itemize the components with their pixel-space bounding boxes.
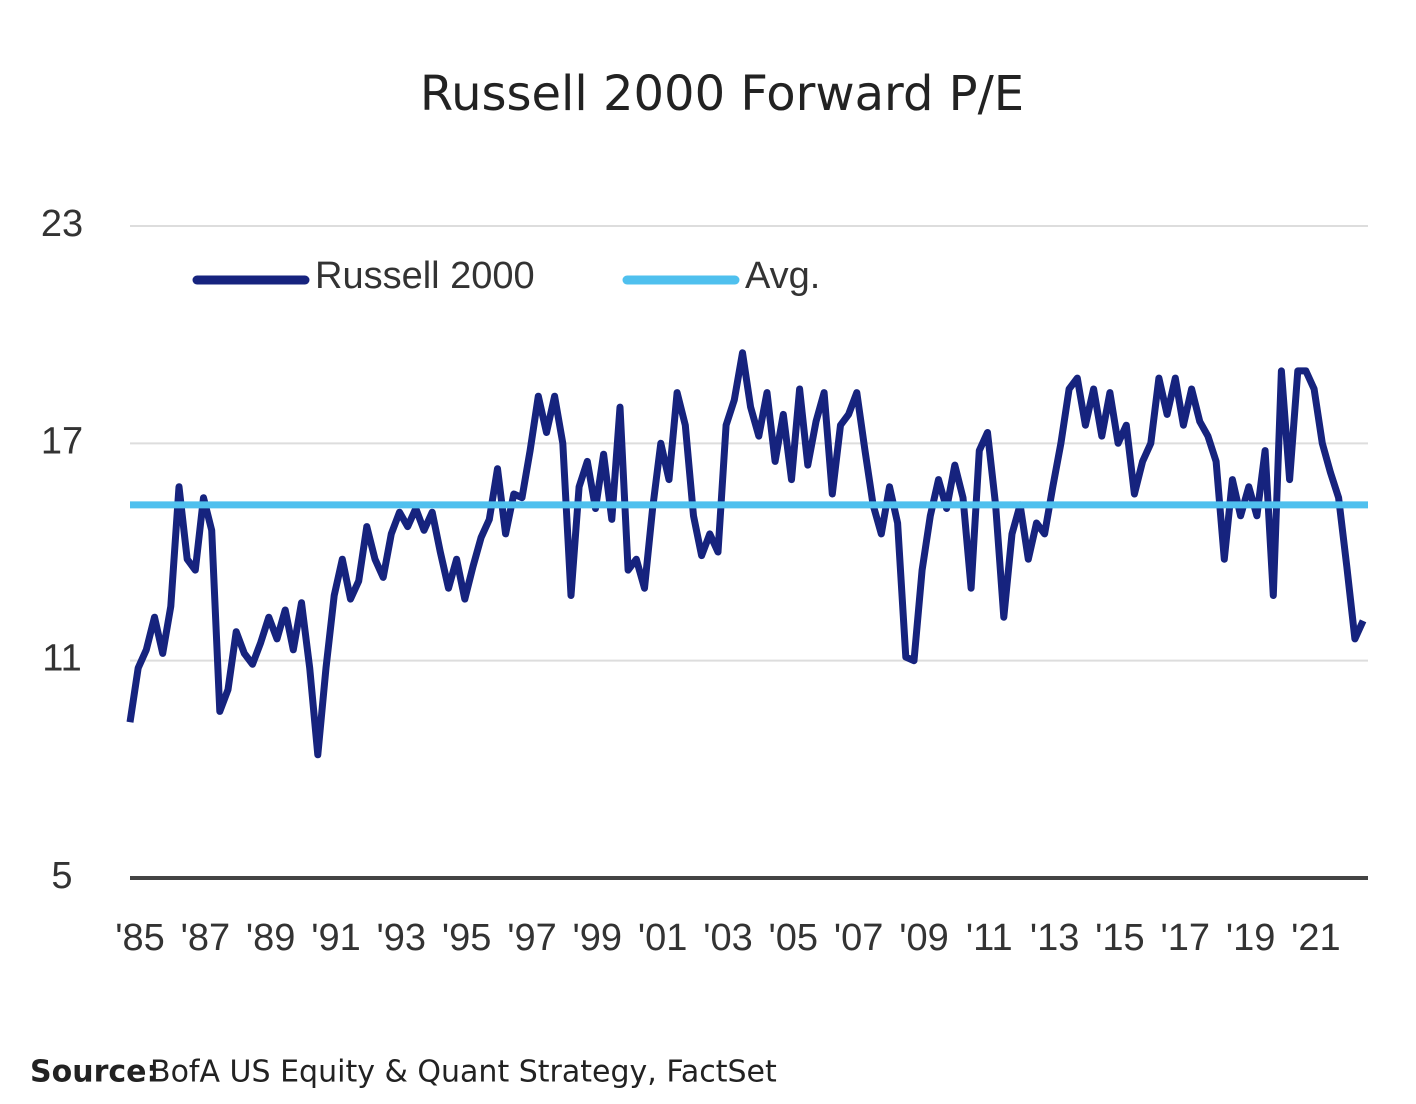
- y-tick-label: 17: [41, 420, 83, 462]
- x-tick-label: '85: [115, 917, 165, 959]
- x-tick-label: '89: [246, 917, 296, 959]
- legend-label: Avg.: [745, 255, 820, 297]
- x-tick-label: '97: [507, 917, 557, 959]
- x-tick-label: '99: [573, 917, 623, 959]
- x-tick-label: '01: [638, 917, 688, 959]
- x-tick-label: '09: [899, 917, 949, 959]
- x-tick-label: '05: [769, 917, 819, 959]
- chart-title: Russell 2000 Forward P/E: [420, 66, 1024, 122]
- x-tick-label: '03: [703, 917, 753, 959]
- source-label: Source:: [30, 1055, 159, 1090]
- x-tick-label: '19: [1226, 917, 1276, 959]
- x-tick-label: '91: [311, 917, 361, 959]
- legend-label: Russell 2000: [315, 255, 535, 297]
- x-tick-label: '13: [1030, 917, 1080, 959]
- y-tick-label: 5: [51, 855, 72, 897]
- x-tick-label: '15: [1095, 917, 1145, 959]
- x-tick-label: '87: [181, 917, 231, 959]
- x-tick-label: '17: [1161, 917, 1211, 959]
- series-line: [126, 349, 1367, 759]
- x-tick-label: '21: [1291, 917, 1341, 959]
- x-tick-label: '95: [442, 917, 492, 959]
- y-tick-label: 11: [42, 638, 81, 680]
- source: BofA US Equity & Quant Strategy, FactSet: [150, 1055, 777, 1090]
- x-tick-label: '93: [377, 917, 427, 959]
- y-tick-label: 23: [41, 203, 83, 245]
- x-tick-label: '11: [966, 917, 1013, 959]
- x-tick-label: '07: [834, 917, 884, 959]
